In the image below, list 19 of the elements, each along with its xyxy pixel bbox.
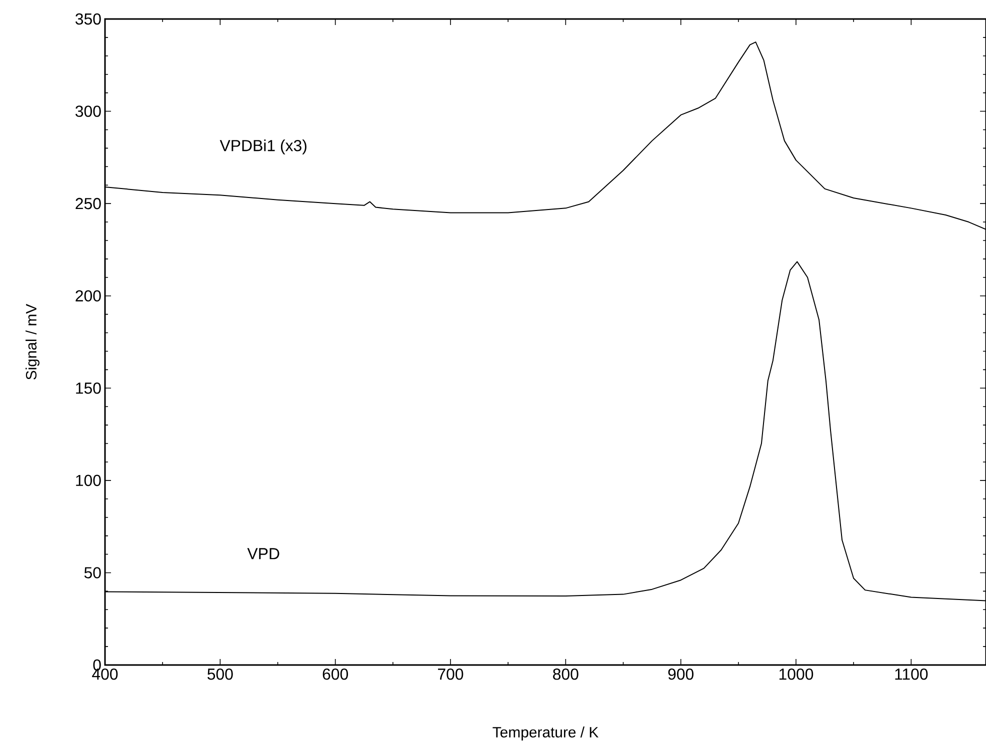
x-axis-title: Temperature / K	[492, 726, 598, 740]
y-tick-label: 350	[75, 13, 101, 25]
text: VPDBi1 (x3)	[220, 140, 306, 154]
x-tick-label: 400	[92, 668, 118, 680]
x-tick-label: 700	[438, 668, 464, 680]
x-tick-label: 500	[208, 668, 233, 680]
x-tick-label: 600	[322, 668, 348, 680]
y-tick-label: 300	[75, 106, 101, 117]
x-tick-label: 900	[668, 668, 694, 680]
y-tick-label: 250	[76, 198, 101, 210]
text: VPD	[247, 548, 280, 560]
y-axis-title: Signal / mV	[26, 304, 40, 380]
x-tick-label: 1100	[895, 668, 928, 680]
y-tick-label: 150	[76, 382, 101, 394]
x-tick-label: 1000	[779, 668, 814, 680]
y-tick-label: 50	[84, 567, 101, 578]
y-tick-label: 100	[76, 474, 101, 486]
y-tick-label: 200	[76, 290, 101, 302]
x-tick-label: 800	[553, 668, 578, 680]
